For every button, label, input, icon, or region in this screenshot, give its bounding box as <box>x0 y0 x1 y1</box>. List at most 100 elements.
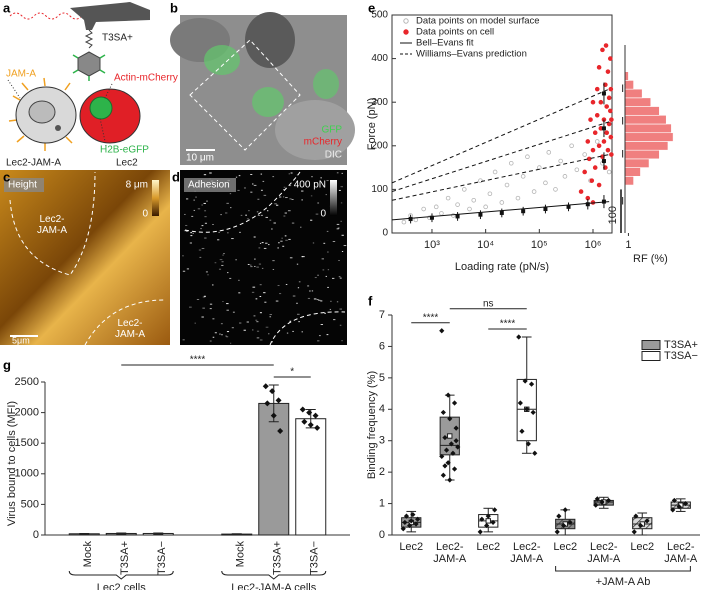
speckle <box>229 193 232 195</box>
panel-letter: b <box>170 0 178 15</box>
speckle <box>259 339 263 341</box>
x-tick-label: Lec2-JAM-A <box>510 541 544 565</box>
scale-label: 5μm <box>12 335 30 345</box>
speckle <box>220 323 223 325</box>
speckle <box>226 331 230 333</box>
data-point <box>592 130 598 136</box>
virus-label: T3SA+ <box>102 33 133 44</box>
line-label: I <box>621 196 624 208</box>
speckle <box>249 264 252 266</box>
group-label: +JAM-A Ab <box>596 576 651 588</box>
legend-label: Data points on cell <box>416 27 494 38</box>
x-tick-label: Lec2 <box>399 541 424 553</box>
speckle <box>336 301 339 303</box>
speckle <box>255 319 258 321</box>
speckle <box>253 236 256 238</box>
data-point <box>589 178 595 183</box>
speckle <box>256 211 259 213</box>
data-point <box>413 521 419 527</box>
speckle <box>339 308 343 310</box>
speckle <box>282 189 285 191</box>
data-point <box>299 406 306 413</box>
data-point <box>277 427 284 434</box>
speckle <box>312 242 315 244</box>
speckle <box>278 242 280 244</box>
speckle <box>338 189 341 191</box>
pointer <box>7 79 21 99</box>
speckle <box>290 172 293 174</box>
image-title: Height <box>8 180 37 191</box>
data-point <box>601 139 607 144</box>
x-tick-label: Mock <box>82 541 94 568</box>
line-label: II <box>621 148 627 160</box>
speckle <box>330 300 332 302</box>
data-point <box>596 65 602 70</box>
gfp-nucleus <box>204 45 240 75</box>
data-point <box>453 438 459 444</box>
data-point <box>594 496 600 502</box>
data-point <box>450 450 456 456</box>
speckle <box>229 277 232 279</box>
data-point <box>504 182 510 188</box>
speckle <box>265 242 268 244</box>
speckle <box>325 275 327 277</box>
speckle <box>193 199 195 201</box>
speckle <box>238 292 241 294</box>
speckle <box>296 313 300 315</box>
speckle <box>279 293 282 295</box>
speckle <box>332 241 336 243</box>
speckle <box>260 189 263 191</box>
speckle <box>323 242 326 244</box>
speckle <box>338 276 341 278</box>
legend-swatch <box>641 351 661 361</box>
speckle <box>268 333 270 335</box>
y-axis-label: Force (pN) <box>366 98 378 151</box>
nucleus-label: H2B-eGFP <box>100 145 149 156</box>
x-tick-label: 10⁶ <box>585 239 602 251</box>
speckle <box>209 303 213 305</box>
data-point <box>644 518 650 524</box>
legend-marker <box>403 18 409 24</box>
speckle <box>238 279 240 281</box>
data-point <box>448 441 454 447</box>
y-axis-label: Virus bound to cells (MFI) <box>6 401 18 526</box>
speckle <box>279 196 282 198</box>
data-point <box>562 174 568 179</box>
data-point <box>479 516 485 522</box>
speckle <box>219 259 223 261</box>
data-point <box>586 156 592 162</box>
y-tick-label: 1500 <box>15 437 39 449</box>
speckle <box>217 239 220 241</box>
scan-area <box>189 39 301 151</box>
speckle <box>261 214 263 216</box>
data-point <box>594 139 600 144</box>
speckle <box>203 295 206 297</box>
speckle <box>252 183 254 185</box>
data-point <box>604 130 609 136</box>
data-point <box>519 428 525 434</box>
speckle <box>272 176 275 178</box>
speckle <box>326 334 329 336</box>
data-point <box>631 529 637 535</box>
speckle <box>320 177 322 179</box>
data-point <box>606 169 612 175</box>
speckle <box>212 336 215 338</box>
speckle <box>221 261 224 263</box>
x-tick-label: Lec2 <box>630 541 655 553</box>
data-point <box>445 460 451 466</box>
speckle <box>285 239 288 241</box>
speckle <box>285 283 288 285</box>
histogram-bar <box>624 167 641 177</box>
speckle <box>191 215 194 217</box>
data-point <box>590 99 596 105</box>
data-point <box>301 418 308 425</box>
speckle <box>310 219 313 221</box>
speckle <box>221 334 223 336</box>
speckle <box>194 322 196 324</box>
data-point <box>671 497 677 504</box>
speckle <box>269 314 273 316</box>
speckle <box>309 290 311 292</box>
significance-label: **** <box>500 319 516 330</box>
mean-point <box>601 91 606 96</box>
significance-label: **** <box>423 312 439 323</box>
